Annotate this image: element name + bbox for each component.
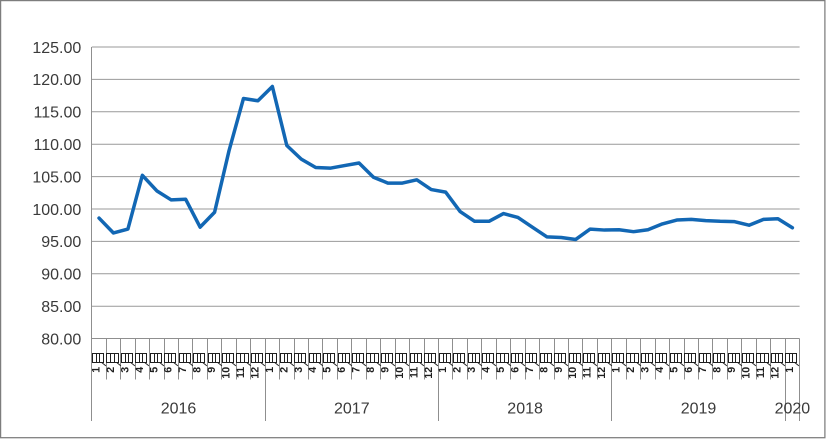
svg-text:1: 1 (784, 367, 796, 373)
svg-text:2016: 2016 (161, 400, 197, 417)
svg-text:8: 8 (192, 367, 204, 373)
svg-text:5: 5 (322, 367, 334, 373)
svg-text:8: 8 (712, 367, 724, 373)
svg-text:12: 12 (596, 367, 608, 379)
svg-text:11: 11 (235, 367, 247, 378)
svg-text:12: 12 (423, 367, 435, 379)
svg-text:95.00: 95.00 (41, 234, 81, 251)
svg-text:90.00: 90.00 (41, 267, 81, 284)
svg-text:5: 5 (668, 367, 680, 373)
svg-text:7: 7 (351, 367, 363, 373)
svg-text:1: 1 (611, 367, 623, 373)
svg-text:2: 2 (452, 367, 464, 373)
svg-text:5: 5 (495, 367, 507, 373)
svg-text:1: 1 (91, 367, 103, 373)
svg-text:6: 6 (336, 367, 348, 373)
svg-text:12: 12 (249, 367, 261, 379)
svg-text:7: 7 (524, 367, 536, 373)
svg-text:7: 7 (697, 367, 709, 373)
svg-text:5: 5 (148, 367, 160, 373)
svg-text:10: 10 (221, 367, 233, 379)
svg-text:125.00: 125.00 (32, 40, 81, 57)
svg-text:2017: 2017 (334, 400, 370, 417)
svg-text:3: 3 (293, 367, 305, 373)
svg-text:3: 3 (639, 367, 651, 373)
svg-text:8: 8 (365, 367, 377, 373)
svg-text:2: 2 (105, 367, 117, 373)
svg-text:120.00: 120.00 (32, 72, 81, 89)
svg-text:4: 4 (481, 367, 493, 373)
svg-text:8: 8 (538, 367, 550, 373)
svg-text:12: 12 (769, 367, 781, 379)
svg-text:6: 6 (163, 367, 175, 373)
svg-text:10: 10 (741, 367, 753, 379)
svg-text:10: 10 (567, 367, 579, 379)
svg-text:2019: 2019 (681, 400, 717, 417)
svg-text:2018: 2018 (507, 400, 543, 417)
svg-text:9: 9 (206, 367, 218, 373)
svg-text:10: 10 (394, 367, 406, 379)
svg-text:1: 1 (264, 367, 276, 373)
svg-text:1: 1 (437, 367, 449, 373)
svg-text:105.00: 105.00 (32, 169, 81, 186)
svg-text:4: 4 (654, 367, 666, 373)
svg-text:115.00: 115.00 (34, 105, 82, 122)
svg-text:3: 3 (119, 367, 131, 373)
svg-text:110.00: 110.00 (34, 137, 82, 154)
svg-text:100.00: 100.00 (32, 202, 81, 219)
svg-text:11: 11 (755, 367, 767, 378)
svg-text:9: 9 (726, 367, 738, 373)
svg-text:85.00: 85.00 (41, 299, 81, 316)
svg-text:2: 2 (625, 367, 637, 373)
svg-text:3: 3 (466, 367, 478, 373)
svg-text:9: 9 (553, 367, 565, 373)
svg-text:7: 7 (177, 367, 189, 373)
svg-text:11: 11 (408, 367, 420, 378)
svg-text:2: 2 (278, 367, 290, 373)
svg-text:80.00: 80.00 (41, 331, 81, 348)
svg-text:2020: 2020 (775, 400, 811, 417)
svg-text:6: 6 (509, 367, 521, 373)
svg-text:4: 4 (307, 367, 319, 373)
svg-text:9: 9 (379, 367, 391, 373)
svg-text:11: 11 (582, 367, 594, 378)
svg-text:6: 6 (683, 367, 695, 373)
svg-text:4: 4 (134, 367, 146, 373)
